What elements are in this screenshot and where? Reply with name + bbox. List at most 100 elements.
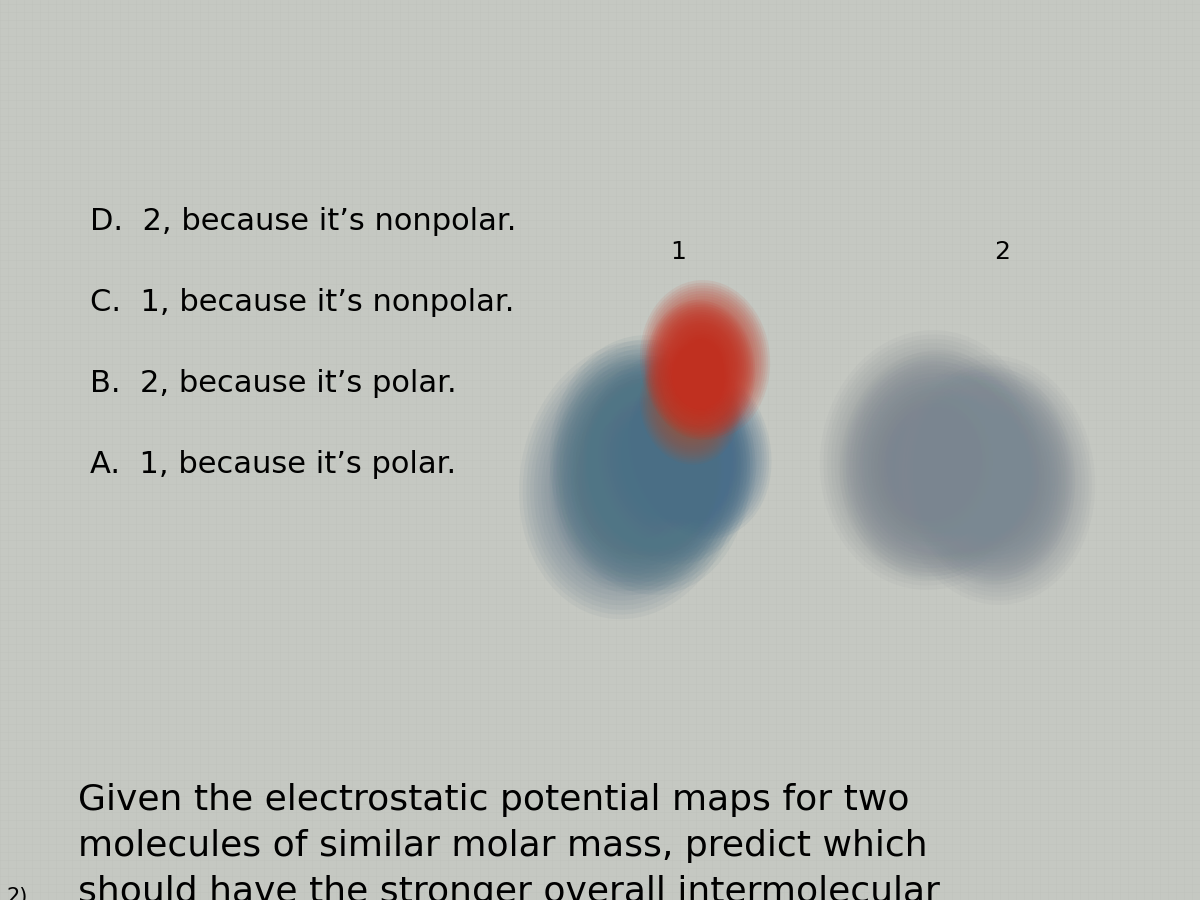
Ellipse shape xyxy=(678,392,702,418)
Ellipse shape xyxy=(605,380,736,540)
Ellipse shape xyxy=(961,438,1019,511)
Ellipse shape xyxy=(689,403,691,407)
Ellipse shape xyxy=(955,430,1036,530)
Ellipse shape xyxy=(653,310,748,430)
Ellipse shape xyxy=(601,376,738,544)
Ellipse shape xyxy=(926,455,934,464)
Ellipse shape xyxy=(956,431,1024,519)
Ellipse shape xyxy=(673,418,726,482)
Ellipse shape xyxy=(652,359,728,451)
Ellipse shape xyxy=(548,378,712,582)
Ellipse shape xyxy=(671,333,730,408)
Ellipse shape xyxy=(692,441,707,459)
Ellipse shape xyxy=(919,446,950,484)
Ellipse shape xyxy=(668,330,731,410)
Ellipse shape xyxy=(950,424,1030,526)
Ellipse shape xyxy=(683,429,716,471)
Text: B.  2, because it’s polar.: B. 2, because it’s polar. xyxy=(90,369,457,398)
Ellipse shape xyxy=(653,391,748,509)
Ellipse shape xyxy=(918,384,1072,576)
Ellipse shape xyxy=(587,382,714,547)
Ellipse shape xyxy=(929,457,941,472)
Ellipse shape xyxy=(629,361,772,539)
Ellipse shape xyxy=(666,312,744,408)
Ellipse shape xyxy=(856,369,1014,561)
Ellipse shape xyxy=(659,446,682,474)
Ellipse shape xyxy=(631,463,649,487)
Ellipse shape xyxy=(655,443,684,477)
Ellipse shape xyxy=(600,400,700,530)
Ellipse shape xyxy=(644,351,736,459)
Ellipse shape xyxy=(656,314,744,426)
Ellipse shape xyxy=(562,371,719,579)
Ellipse shape xyxy=(665,326,734,414)
Ellipse shape xyxy=(650,436,690,484)
Ellipse shape xyxy=(988,472,992,479)
Ellipse shape xyxy=(916,443,944,477)
Ellipse shape xyxy=(698,368,702,373)
Ellipse shape xyxy=(906,430,964,500)
Ellipse shape xyxy=(860,378,1000,542)
Ellipse shape xyxy=(965,442,1015,508)
Ellipse shape xyxy=(559,367,721,583)
Ellipse shape xyxy=(689,356,712,384)
Ellipse shape xyxy=(871,391,989,529)
Ellipse shape xyxy=(886,408,974,512)
Ellipse shape xyxy=(905,365,1075,585)
Ellipse shape xyxy=(900,423,970,507)
Ellipse shape xyxy=(942,413,1049,546)
Ellipse shape xyxy=(942,413,1038,537)
Ellipse shape xyxy=(676,339,724,400)
Ellipse shape xyxy=(882,404,978,517)
Ellipse shape xyxy=(626,435,673,495)
Ellipse shape xyxy=(671,318,739,402)
Ellipse shape xyxy=(620,426,680,504)
Ellipse shape xyxy=(907,369,1073,581)
Ellipse shape xyxy=(685,336,725,384)
Ellipse shape xyxy=(910,435,960,496)
Ellipse shape xyxy=(662,402,738,498)
Ellipse shape xyxy=(894,415,977,515)
Ellipse shape xyxy=(563,353,737,578)
Ellipse shape xyxy=(901,364,1088,597)
Ellipse shape xyxy=(640,346,740,464)
Ellipse shape xyxy=(619,466,641,494)
Ellipse shape xyxy=(912,376,1079,584)
Ellipse shape xyxy=(665,375,715,435)
Ellipse shape xyxy=(864,382,996,538)
Ellipse shape xyxy=(648,385,752,515)
Ellipse shape xyxy=(596,396,703,535)
Ellipse shape xyxy=(679,345,720,396)
Ellipse shape xyxy=(658,397,743,503)
Ellipse shape xyxy=(586,424,674,536)
Ellipse shape xyxy=(604,428,676,523)
Ellipse shape xyxy=(553,359,727,590)
Ellipse shape xyxy=(869,384,1002,545)
Ellipse shape xyxy=(617,422,684,508)
Ellipse shape xyxy=(691,358,709,382)
Text: 2: 2 xyxy=(994,240,1010,264)
Ellipse shape xyxy=(580,395,700,555)
Ellipse shape xyxy=(667,456,673,464)
Ellipse shape xyxy=(628,459,652,491)
Ellipse shape xyxy=(695,444,704,456)
Ellipse shape xyxy=(593,366,748,554)
Ellipse shape xyxy=(913,438,958,491)
Ellipse shape xyxy=(834,347,1026,572)
Ellipse shape xyxy=(888,408,983,522)
Ellipse shape xyxy=(650,388,750,512)
Ellipse shape xyxy=(653,361,727,449)
Ellipse shape xyxy=(698,352,712,368)
Ellipse shape xyxy=(538,364,722,596)
Ellipse shape xyxy=(616,394,725,526)
Ellipse shape xyxy=(610,435,670,515)
Ellipse shape xyxy=(683,397,697,413)
Ellipse shape xyxy=(673,385,707,425)
Ellipse shape xyxy=(578,415,682,545)
Ellipse shape xyxy=(619,447,661,503)
Ellipse shape xyxy=(610,387,730,533)
Ellipse shape xyxy=(647,353,733,457)
Ellipse shape xyxy=(648,305,751,436)
Ellipse shape xyxy=(613,391,727,529)
Ellipse shape xyxy=(676,420,724,480)
